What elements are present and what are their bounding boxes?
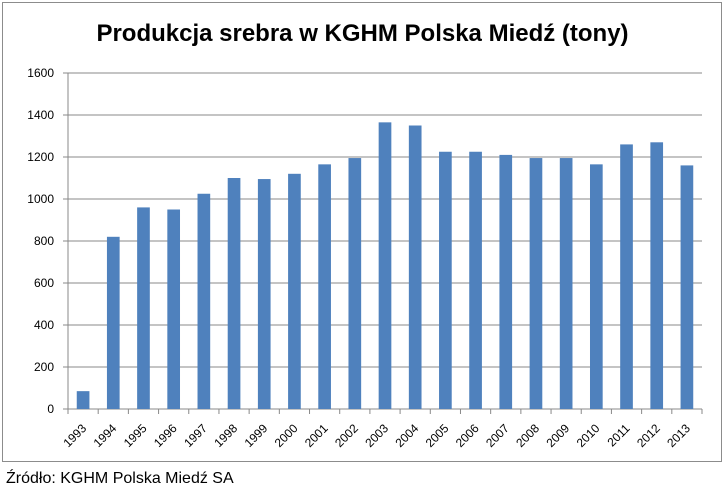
x-tick-label: 1996 bbox=[151, 421, 180, 450]
x-tick-label: 1999 bbox=[242, 421, 271, 450]
y-tick-labels: 0 200 400 600 800 1000 1200 1400 1600 bbox=[27, 66, 54, 416]
bar-1996 bbox=[167, 209, 181, 409]
y-tick-label: 200 bbox=[34, 360, 54, 374]
x-tick-label: 2006 bbox=[453, 421, 482, 450]
bar-1999 bbox=[257, 179, 271, 409]
bar-2007 bbox=[499, 154, 513, 409]
bar-2006 bbox=[469, 151, 482, 409]
bar-2001 bbox=[318, 164, 331, 409]
bar-2010 bbox=[589, 164, 603, 409]
bar-1994 bbox=[106, 236, 120, 409]
bars bbox=[76, 122, 694, 410]
bar-2011 bbox=[620, 144, 633, 409]
y-tick-label: 1200 bbox=[27, 150, 54, 164]
bar-2005 bbox=[439, 151, 452, 409]
y-tick-label: 1600 bbox=[27, 66, 54, 80]
bar-2002 bbox=[348, 158, 362, 409]
x-tick-label: 2007 bbox=[483, 421, 512, 450]
x-tick-label: 2008 bbox=[513, 421, 542, 450]
bar-1998 bbox=[227, 178, 241, 409]
y-tick-label: 600 bbox=[34, 276, 54, 290]
bar-2009 bbox=[559, 158, 573, 409]
bar-1997 bbox=[197, 193, 211, 409]
y-tick-label: 1000 bbox=[27, 192, 54, 206]
x-tick-label: 1993 bbox=[60, 421, 89, 450]
x-tick-label: 2011 bbox=[604, 421, 632, 449]
chart-title: Produkcja srebra w KGHM Polska Miedź (to… bbox=[96, 20, 629, 47]
bar-2004 bbox=[408, 125, 422, 409]
x-tick-label: 2005 bbox=[423, 421, 452, 450]
x-tick-label: 2001 bbox=[302, 421, 331, 450]
bar-2003 bbox=[378, 122, 392, 409]
bar-2012 bbox=[650, 142, 664, 410]
y-tick-label: 400 bbox=[34, 318, 54, 332]
y-tick-label: 0 bbox=[47, 402, 54, 416]
source-note: Źródło: KGHM Polska Miedź SA bbox=[6, 470, 234, 487]
x-tick-label: 1998 bbox=[211, 421, 240, 450]
bar-1995 bbox=[137, 207, 150, 409]
x-tick-label: 2012 bbox=[634, 421, 663, 450]
x-tick-label: 2010 bbox=[574, 421, 603, 450]
x-tick-label: 1997 bbox=[181, 421, 210, 450]
bar-1993 bbox=[76, 391, 90, 409]
y-tick-label: 1400 bbox=[27, 108, 54, 122]
x-tick-label: 2002 bbox=[332, 421, 361, 450]
y-tick-label: 800 bbox=[34, 234, 54, 248]
x-tick-label: 1995 bbox=[121, 421, 150, 450]
x-tick-label: 2013 bbox=[664, 421, 693, 450]
bar-2008 bbox=[529, 158, 543, 409]
bar-2013 bbox=[680, 165, 694, 409]
x-tick-label: 2004 bbox=[393, 421, 422, 450]
bar-2000 bbox=[288, 173, 301, 409]
x-tick-label: 2003 bbox=[362, 421, 391, 450]
x-tick-labels: 1993 1994 1995 1996 1997 1998 1999 2000 2001 2002… bbox=[60, 421, 693, 450]
x-tick-label: 1994 bbox=[91, 421, 120, 450]
x-tick-label: 2000 bbox=[272, 421, 301, 450]
x-tick-label: 2009 bbox=[543, 421, 572, 450]
